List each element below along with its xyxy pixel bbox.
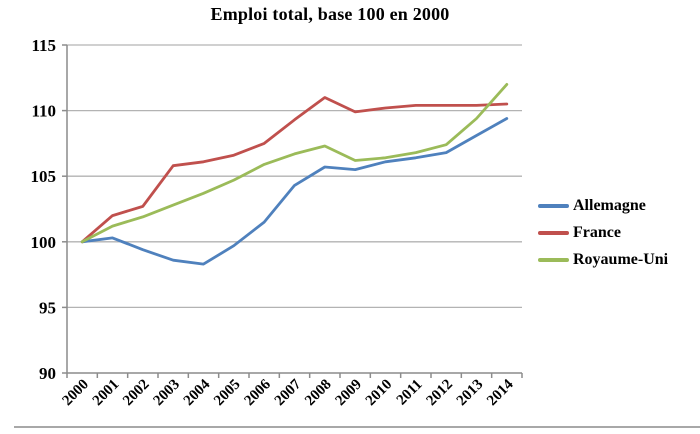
x-axis-label: 2003: [150, 377, 183, 410]
chart-title: Emploi total, base 100 en 2000: [210, 4, 450, 24]
legend-label-allemagne: Allemagne: [573, 196, 646, 214]
x-axis-label: 2004: [181, 376, 214, 409]
x-axis-label: 2012: [423, 377, 456, 410]
x-axis-label: 2010: [363, 377, 396, 410]
legend-item-france: France: [538, 222, 668, 243]
series-line-royaume-uni: [80, 83, 509, 244]
bottom-rule: [14, 426, 700, 428]
x-axis-label: 2011: [394, 377, 426, 409]
y-axis-ticks: 90 95 100 105 110 115: [31, 36, 67, 383]
x-axis-label: 2009: [332, 377, 365, 410]
legend-item-allemagne: Allemagne: [538, 195, 668, 216]
legend-label-france: France: [573, 223, 621, 241]
legend-label-royaume-uni: Royaume-Uni: [573, 250, 669, 268]
series-line-france: [80, 96, 509, 244]
legend-swatch-allemagne: [538, 203, 569, 208]
x-axis-labels: 2000200120022003200420052006200720082009…: [59, 376, 517, 409]
gridlines: [67, 44, 522, 309]
x-axis-label: 2000: [59, 377, 92, 410]
x-axis-label: 2007: [272, 376, 305, 409]
x-axis-label: 2001: [90, 377, 123, 410]
x-axis-label: 2002: [120, 377, 153, 410]
x-axis-ticks: [66, 373, 523, 378]
x-axis-label: 2013: [454, 377, 487, 410]
y-axis-label: 95: [39, 298, 56, 317]
series-line-allemagne: [80, 117, 509, 266]
y-axis-label: 115: [31, 36, 56, 55]
legend-item-royaume-uni: Royaume-Uni: [538, 249, 668, 270]
chart-legend: Allemagne France Royaume-Uni: [538, 195, 668, 270]
legend-swatch-france: [538, 230, 569, 235]
y-axis-label: 105: [31, 167, 57, 186]
x-axis-label: 2008: [302, 377, 335, 410]
x-axis-label: 2006: [241, 376, 274, 409]
y-axis-label: 100: [31, 233, 57, 252]
x-axis-label: 2014: [484, 376, 517, 409]
y-axis-label: 110: [31, 102, 56, 121]
x-axis-label: 2005: [211, 377, 244, 410]
legend-swatch-royaume-uni: [538, 257, 569, 262]
y-axis-label: 90: [39, 364, 56, 383]
